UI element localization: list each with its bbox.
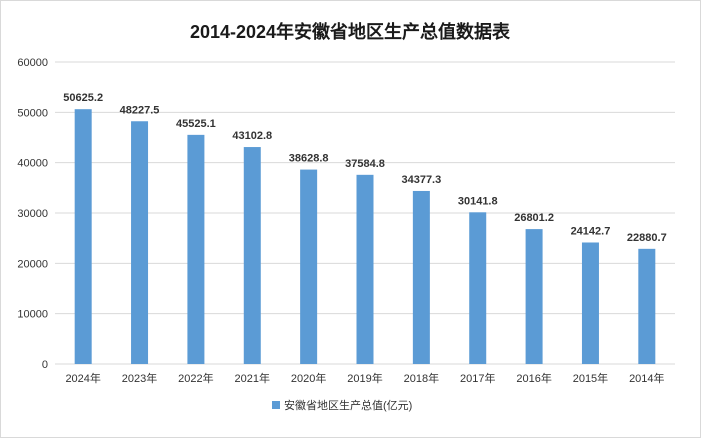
bars: [74, 109, 656, 364]
bar: [356, 174, 374, 364]
x-tick-label: 2018年: [404, 371, 439, 385]
x-tick-label: 2016年: [516, 371, 551, 385]
y-axis-ticks: 0 10000 20000 30000 40000 50000 60000: [17, 57, 48, 371]
legend-swatch: [272, 401, 280, 409]
data-label: 22880.7: [627, 232, 667, 244]
y-tick-label: 30000: [17, 208, 48, 220]
legend-label: 安徽省地区生产总值(亿元): [284, 398, 412, 412]
gridlines: [55, 61, 675, 365]
bar: [300, 169, 318, 364]
data-label: 34377.3: [401, 174, 441, 186]
bar: [243, 147, 261, 364]
bar: [412, 190, 430, 364]
data-label: 48227.5: [120, 104, 160, 116]
chart-title: 2014-2024年安徽省地区生产总值数据表: [190, 21, 511, 42]
bar: [469, 212, 487, 364]
y-tick-label: 60000: [17, 57, 48, 69]
x-tick-label: 2021年: [235, 371, 270, 385]
data-label: 24142.7: [571, 225, 611, 237]
data-label: 37584.8: [345, 158, 385, 170]
bar: [581, 242, 599, 364]
data-labels: 50625.2 48227.5 45525.1 43102.8 38628.8 37584…: [63, 92, 666, 244]
data-label: 26801.2: [514, 212, 554, 224]
data-label: 50625.2: [63, 92, 103, 104]
y-tick-label: 0: [42, 359, 48, 371]
x-tick-label: 2017年: [460, 371, 495, 385]
legend: 安徽省地区生产总值(亿元): [272, 398, 412, 412]
bar: [74, 109, 92, 364]
bar: [187, 134, 205, 364]
data-label: 45525.1: [176, 118, 216, 130]
data-label: 30141.8: [458, 195, 498, 207]
x-tick-label: 2022年: [178, 371, 213, 385]
bar: [131, 121, 149, 364]
y-tick-label: 20000: [17, 258, 48, 270]
data-label: 38628.8: [289, 153, 329, 165]
x-tick-label: 2019年: [347, 371, 382, 385]
data-label: 43102.8: [232, 130, 272, 142]
bar: [525, 229, 543, 364]
x-tick-label: 2020年: [291, 371, 326, 385]
bar: [638, 248, 656, 364]
x-tick-label: 2015年: [573, 371, 608, 385]
x-tick-label: 2014年: [629, 371, 664, 385]
y-tick-label: 40000: [17, 158, 48, 170]
x-tick-label: 2024年: [65, 371, 100, 385]
y-tick-label: 50000: [17, 107, 48, 119]
x-axis-ticks: 2024年 2023年 2022年 2021年 2020年 2019年 2018年 2017年…: [65, 371, 664, 385]
y-tick-label: 10000: [17, 309, 48, 321]
x-tick-label: 2023年: [122, 371, 157, 385]
